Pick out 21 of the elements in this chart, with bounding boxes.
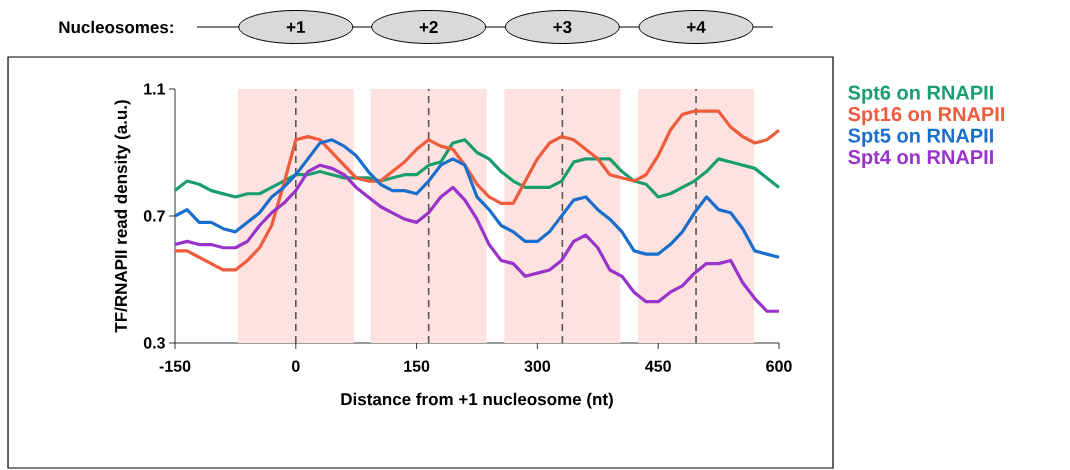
x-tick-label: 300 (524, 360, 551, 372)
text: +1 (286, 21, 306, 33)
x-tick-label: -150 (159, 360, 191, 372)
y-tick-label: 1.1 (144, 83, 166, 95)
x-tick-label: 0 (291, 360, 300, 372)
x-tick-label: 150 (404, 360, 430, 372)
text: +2 (419, 21, 438, 33)
y-tick-label: 0.7 (143, 210, 165, 222)
text: Spt6 on RNAPII (848, 85, 993, 104)
x-tick-label: 600 (766, 360, 792, 372)
text: +4 (687, 21, 706, 33)
x-tick-label: 450 (645, 360, 671, 372)
text: Spt4 on RNAPII (848, 149, 993, 169)
text: Nucleosomes: (59, 20, 173, 34)
y-axis-title: TF/RNAPII read density (a.u.) (114, 100, 131, 333)
x-axis-title: Distance from +1 nucleosome (nt) (341, 392, 613, 409)
line-series (173, 163, 781, 313)
y-tick-label: 0.3 (143, 337, 165, 349)
text: Spt5 on RNAPII (848, 128, 993, 147)
text: Spt16 on RNAPII (848, 107, 1005, 126)
text: +3 (553, 20, 572, 34)
